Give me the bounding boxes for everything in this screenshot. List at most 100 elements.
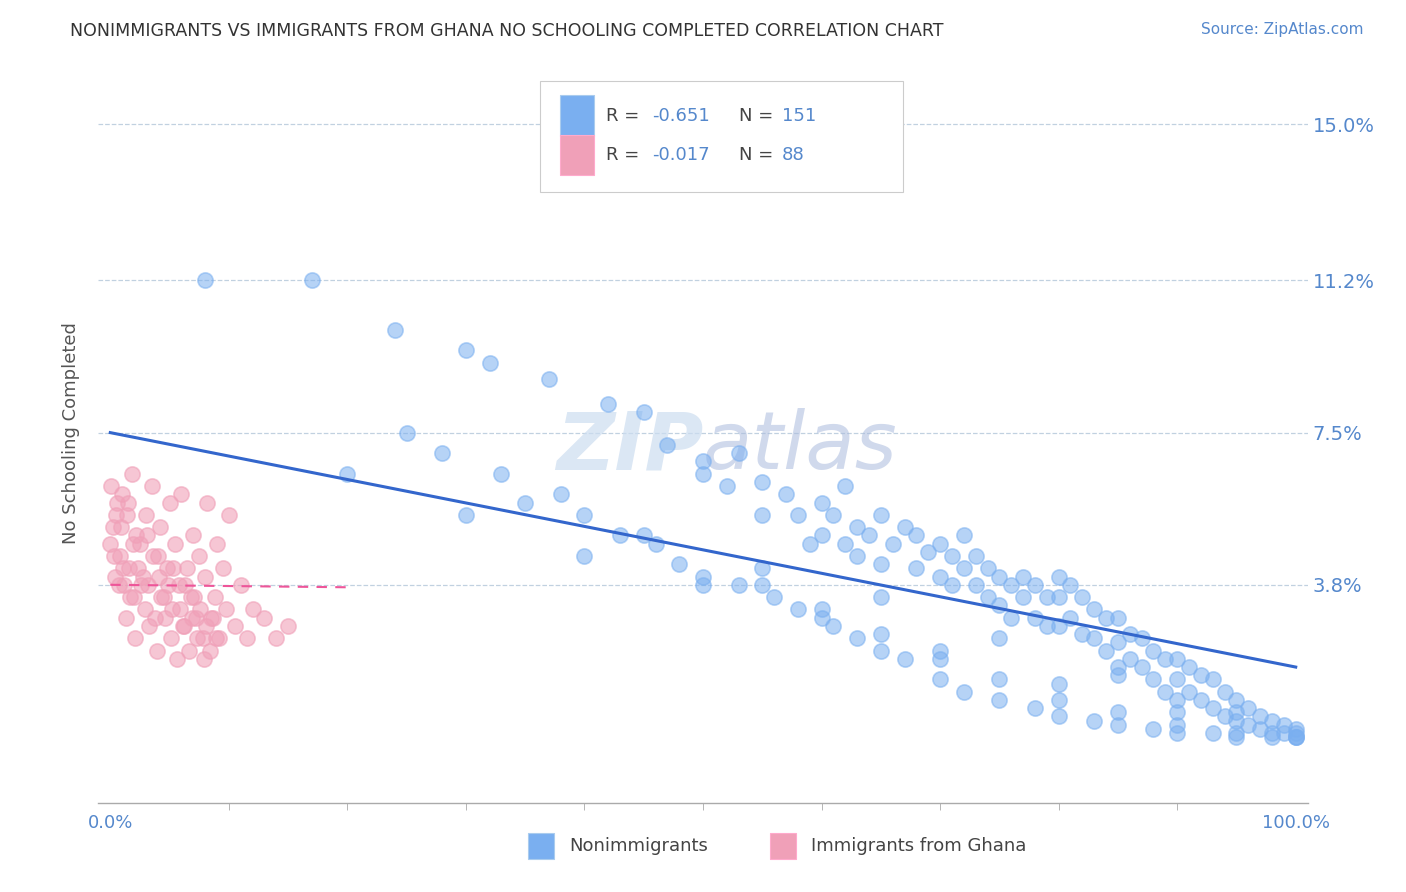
Point	[1107, 706, 1129, 720]
Point	[1047, 693, 1070, 707]
Point	[110, 520, 132, 534]
Point	[100, 479, 122, 493]
Point	[127, 561, 149, 575]
FancyBboxPatch shape	[769, 833, 796, 859]
Point	[633, 405, 655, 419]
Text: Immigrants from Ghana: Immigrants from Ghana	[811, 837, 1026, 855]
FancyBboxPatch shape	[527, 833, 554, 859]
Point	[810, 611, 832, 625]
Point	[478, 356, 501, 370]
Point	[177, 643, 200, 657]
Point	[692, 454, 714, 468]
Point	[174, 578, 197, 592]
Point	[1249, 709, 1271, 723]
Text: 88: 88	[782, 146, 804, 164]
Point	[1107, 635, 1129, 649]
Point	[1272, 726, 1295, 740]
Point	[751, 561, 773, 575]
Point	[869, 590, 891, 604]
Point	[205, 536, 228, 550]
Point	[1202, 673, 1225, 687]
Point	[727, 578, 749, 592]
Point	[301, 273, 323, 287]
Point	[138, 619, 160, 633]
Point	[1285, 730, 1308, 744]
Y-axis label: No Schooling Completed: No Schooling Completed	[62, 322, 80, 543]
Point	[929, 643, 952, 657]
Point	[152, 590, 174, 604]
Point	[893, 652, 915, 666]
Point	[692, 467, 714, 481]
Point	[142, 549, 165, 563]
Text: NONIMMIGRANTS VS IMMIGRANTS FROM GHANA NO SCHOOLING COMPLETED CORRELATION CHART: NONIMMIGRANTS VS IMMIGRANTS FROM GHANA N…	[70, 22, 943, 40]
Point	[1024, 578, 1046, 592]
Point	[1249, 722, 1271, 736]
Point	[1166, 693, 1188, 707]
Point	[751, 578, 773, 592]
Point	[114, 611, 136, 625]
Point	[136, 528, 159, 542]
Point	[929, 673, 952, 687]
Point	[135, 508, 157, 522]
Point	[952, 528, 974, 542]
Point	[1095, 643, 1118, 657]
Point	[1225, 706, 1247, 720]
Point	[988, 632, 1011, 646]
Text: Source: ZipAtlas.com: Source: ZipAtlas.com	[1201, 22, 1364, 37]
Point	[101, 520, 124, 534]
Point	[1142, 643, 1164, 657]
Point	[786, 602, 808, 616]
Text: -0.017: -0.017	[652, 146, 710, 164]
Point	[598, 397, 620, 411]
Point	[105, 508, 128, 522]
Point	[1237, 701, 1260, 715]
Point	[574, 549, 596, 563]
Point	[103, 549, 125, 563]
Point	[1213, 685, 1236, 699]
Point	[1178, 685, 1201, 699]
Point	[150, 590, 173, 604]
Point	[218, 508, 240, 522]
Point	[633, 528, 655, 542]
Point	[215, 602, 238, 616]
Point	[200, 611, 222, 625]
FancyBboxPatch shape	[540, 81, 903, 192]
Point	[1047, 709, 1070, 723]
Point	[1261, 730, 1284, 744]
Point	[121, 536, 143, 550]
Text: N =: N =	[740, 146, 779, 164]
Point	[1083, 632, 1105, 646]
Point	[1000, 611, 1022, 625]
Point	[204, 590, 226, 604]
Point	[384, 323, 406, 337]
Point	[1119, 652, 1142, 666]
Point	[122, 590, 145, 604]
Point	[105, 495, 128, 509]
Point	[117, 495, 139, 509]
Point	[180, 590, 202, 604]
Point	[823, 508, 845, 522]
Point	[952, 685, 974, 699]
Point	[253, 611, 276, 625]
Point	[104, 569, 127, 583]
Point	[1166, 673, 1188, 687]
Text: ZIP: ZIP	[555, 409, 703, 486]
Point	[929, 536, 952, 550]
Point	[1261, 714, 1284, 728]
Point	[799, 536, 821, 550]
Point	[810, 528, 832, 542]
Point	[194, 273, 217, 287]
Point	[153, 611, 176, 625]
Point	[208, 632, 231, 646]
Point	[1225, 726, 1247, 740]
Point	[1107, 668, 1129, 682]
Point	[1047, 619, 1070, 633]
Point	[941, 549, 963, 563]
Point	[159, 632, 181, 646]
Point	[692, 569, 714, 583]
Point	[198, 643, 221, 657]
Point	[905, 528, 928, 542]
Point	[432, 446, 454, 460]
Point	[107, 578, 129, 592]
Point	[1285, 722, 1308, 736]
